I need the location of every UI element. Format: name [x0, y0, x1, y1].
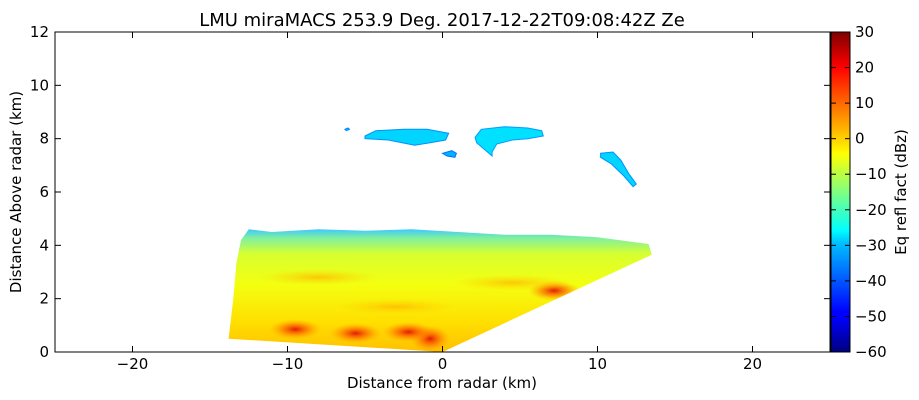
- bright-band: [258, 269, 379, 286]
- upper-cloud-5: [600, 151, 637, 188]
- colorbar-tick-label: 0: [855, 130, 865, 148]
- y-tick-label: 0: [39, 343, 49, 361]
- x-axis-label: Distance from radar (km): [347, 374, 537, 392]
- y-tick-label: 6: [39, 183, 49, 201]
- strong-echo-core: [269, 319, 322, 340]
- y-tick-label: 12: [30, 23, 49, 41]
- colorbar-label: Eq refl fact (dBz): [892, 129, 910, 255]
- colorbar-tick-label: 10: [855, 94, 874, 112]
- colorbar-ticks: 30 20 10 0 −10 −20 −30 −40 −50 −60: [831, 23, 887, 361]
- colorbar-tick-label: −40: [855, 272, 887, 290]
- y-axis-label: Distance Above radar (km): [7, 91, 25, 293]
- x-tick-label: −20: [117, 355, 149, 373]
- colorbar-gradient: [830, 31, 851, 353]
- strong-echo-core: [382, 322, 435, 342]
- strong-echo-core: [329, 323, 382, 344]
- colorbar-tick-label: −10: [855, 165, 887, 183]
- echo-regions: [228, 126, 652, 352]
- y-axis: 0 2 4 6 8 10 12: [30, 23, 830, 361]
- chart-title: LMU miraMACS 253.9 Deg. 2017-12-22T09:08…: [199, 10, 685, 31]
- bright-band: [452, 274, 573, 291]
- bright-band: [336, 298, 456, 315]
- y-tick-label: 4: [39, 236, 49, 254]
- colorbar-tick-label: −60: [855, 343, 887, 361]
- upper-cloud-2: [344, 127, 351, 132]
- colorbar: 30 20 10 0 −10 −20 −30 −40 −50 −60: [830, 23, 887, 361]
- x-tick-label: 0: [438, 355, 448, 373]
- y-tick-label: 10: [30, 76, 49, 94]
- colorbar-tick-label: −50: [855, 307, 887, 325]
- colorbar-tick-label: −20: [855, 201, 887, 219]
- x-tick-label: 10: [588, 355, 607, 373]
- upper-cloud-1: [364, 128, 450, 146]
- colorbar-tick-label: 30: [855, 23, 874, 41]
- echo-features: [258, 269, 581, 352]
- y-tick-label: 8: [39, 130, 49, 148]
- upper-cloud-3: [441, 150, 458, 158]
- x-tick-label: −10: [272, 355, 304, 373]
- x-tick-label: 20: [743, 355, 762, 373]
- y-tick-label: 2: [39, 290, 49, 308]
- lower-echo-layer: [228, 229, 652, 352]
- colorbar-tick-label: −30: [855, 236, 887, 254]
- upper-cloud-4: [474, 126, 544, 158]
- plot-area: [228, 126, 652, 352]
- x-axis: −20 −10 0 10 20: [117, 32, 762, 373]
- colorbar-tick-label: 20: [855, 59, 874, 77]
